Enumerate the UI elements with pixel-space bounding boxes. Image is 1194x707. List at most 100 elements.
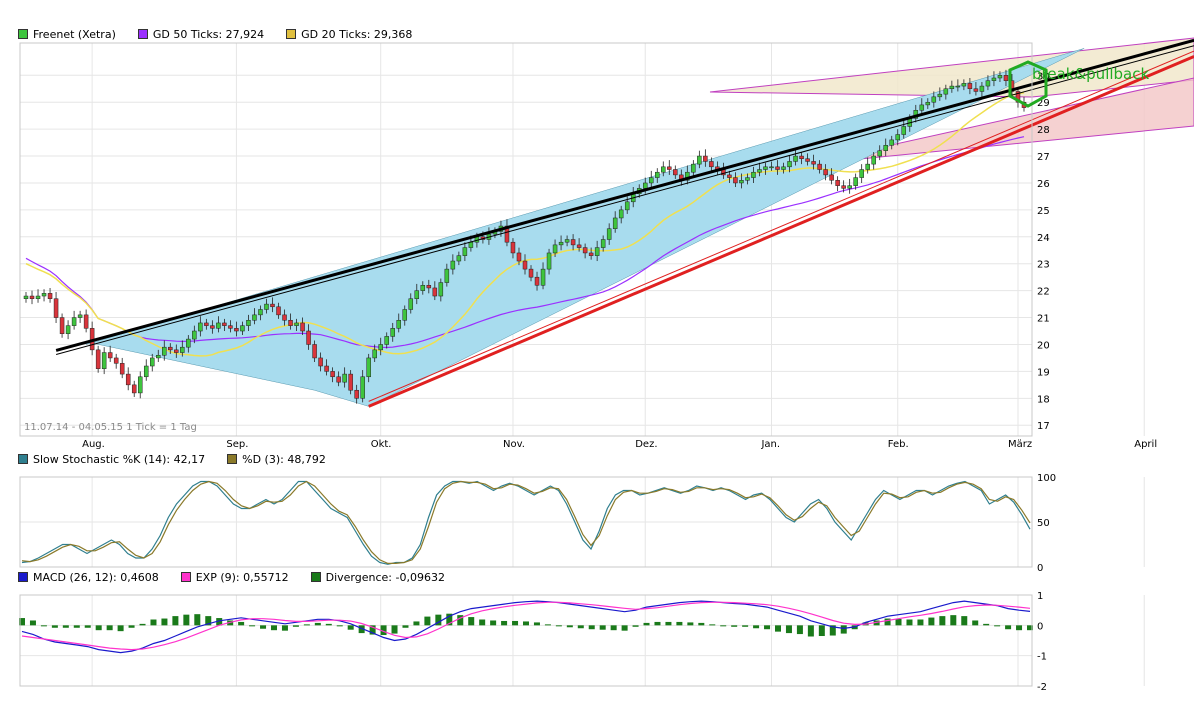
legend-item: Slow Stochastic %K (14): 42,17 — [18, 453, 205, 466]
candle — [282, 309, 287, 326]
candle — [264, 298, 269, 314]
legend-swatch — [18, 29, 28, 39]
candle-body-up — [186, 338, 191, 348]
candle — [378, 337, 383, 356]
candle-body-up — [859, 169, 864, 178]
divergence-bar — [336, 625, 343, 627]
divergence-bar — [413, 621, 420, 626]
candle-body-down — [973, 88, 979, 92]
candle — [949, 80, 955, 93]
y-tick-label: 24 — [1037, 233, 1050, 244]
candle-body-down — [348, 373, 353, 391]
candle-body-up — [137, 376, 143, 394]
panel-frame — [19, 42, 1033, 437]
candle-body-down — [270, 303, 275, 308]
candle-body-up — [438, 282, 444, 297]
legend-label: EXP (9): 0,55712 — [195, 570, 289, 584]
candle — [336, 371, 341, 387]
y-tick-label: 25 — [1037, 206, 1050, 217]
candle — [1015, 87, 1021, 108]
candle — [83, 309, 89, 333]
x-tick-label: Sep. — [226, 439, 248, 450]
divergence-bar — [29, 620, 36, 626]
candle-body-up — [889, 139, 894, 146]
candle-body-up — [180, 346, 185, 353]
candle-body-up — [150, 357, 155, 367]
candle-body-up — [655, 171, 660, 178]
legend-swatch — [137, 29, 148, 39]
divergence-bar — [764, 625, 771, 630]
divergence-bar — [19, 618, 25, 626]
candle — [450, 254, 456, 275]
candle-body-down — [330, 371, 335, 378]
y-tick-label: 30 — [1037, 71, 1050, 82]
candle-body-down — [817, 163, 822, 170]
candle-body-up — [931, 96, 937, 103]
candle-body-up — [661, 166, 666, 173]
candle — [901, 119, 907, 139]
divergence-bar — [884, 618, 891, 626]
y-tick-label: 28 — [1037, 125, 1050, 136]
candle — [829, 168, 834, 185]
candle-body-up — [685, 171, 690, 181]
hexagon-marker — [1008, 60, 1048, 108]
divergence-bar — [260, 625, 267, 629]
candle — [71, 310, 77, 330]
candle — [246, 314, 251, 332]
candle-body-up — [600, 239, 606, 248]
stochastic-legend: Slow Stochastic %K (14): 42,17 %D (3): 48… — [18, 452, 348, 466]
candle-body-down — [282, 314, 287, 321]
candle-body-up — [408, 298, 414, 310]
candle — [192, 325, 197, 344]
candle-body-up — [781, 166, 786, 170]
candle — [47, 287, 53, 303]
divergence-bar — [994, 625, 1001, 627]
candle-body-up — [793, 155, 798, 162]
candle — [306, 324, 311, 350]
candle-body-up — [901, 126, 907, 135]
candle-body-down — [222, 322, 227, 326]
candle — [570, 234, 576, 251]
candle-body-up — [390, 328, 395, 337]
candle-body-up — [925, 101, 931, 106]
candle — [841, 180, 846, 193]
candle-body-up — [943, 88, 949, 95]
candle-body-up — [402, 309, 408, 321]
x-tick-label: Feb. — [888, 439, 909, 450]
candle-body-down — [107, 352, 113, 359]
candle-body-down — [318, 357, 323, 367]
divergence-bar — [468, 617, 475, 626]
x-tick-label: Jan. — [760, 439, 780, 450]
candle — [402, 305, 408, 326]
candle-body-up — [264, 303, 269, 310]
stoch-y-tick-label: 50 — [1037, 518, 1050, 529]
macd-y-tick-label: -1 — [1037, 652, 1047, 663]
divergence-bar — [983, 623, 990, 626]
annotation-group: break&pullback — [1008, 60, 1149, 108]
candle-body-down — [673, 169, 678, 176]
candle — [516, 247, 522, 266]
divergence-bar — [238, 621, 245, 626]
candle — [931, 91, 937, 108]
candle — [258, 305, 263, 321]
candle — [847, 178, 852, 194]
x-tick-label: Aug. — [82, 439, 105, 450]
divergence-bar — [325, 623, 332, 626]
divergence-bar — [457, 615, 464, 626]
divergence-bar — [183, 614, 190, 626]
divergence-bar — [1005, 625, 1012, 630]
candle — [528, 265, 534, 282]
candle — [95, 345, 101, 373]
candle — [661, 161, 666, 177]
candle-body-up — [192, 330, 197, 340]
divergence-bar — [139, 623, 146, 626]
candle — [757, 162, 762, 177]
candle-body-up — [65, 325, 71, 334]
candle — [835, 176, 840, 192]
candle-body-up — [366, 357, 371, 378]
candle — [107, 345, 113, 362]
divergence-bar — [1027, 625, 1033, 631]
candle-body-down — [667, 166, 672, 170]
trendline-red — [368, 55, 1194, 408]
candle — [967, 77, 973, 95]
